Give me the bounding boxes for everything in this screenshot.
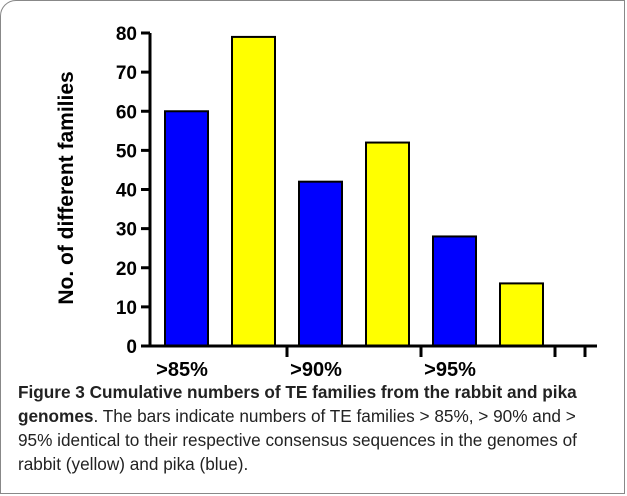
y-tick-label: 20: [116, 259, 137, 280]
bar-chart: No. of different families 0 10 20 30 40 50 60 7…: [0, 0, 627, 380]
y-tick-label: 80: [116, 24, 137, 45]
y-axis-label: No. of different families: [55, 71, 78, 304]
y-tick-label: 10: [116, 298, 137, 319]
figure-caption: Figure 3 Cumulative numbers of TE famili…: [18, 380, 614, 476]
x-tick-label: >95%: [424, 359, 476, 380]
bar-pika-2: [299, 182, 342, 346]
bar-rabbit-2: [366, 143, 409, 346]
y-tick-label: 60: [116, 102, 137, 123]
bar-pika-3: [433, 236, 476, 346]
bar-rabbit-1: [232, 37, 275, 346]
x-tick-label: >90%: [290, 359, 342, 380]
y-tick-label: 50: [116, 141, 137, 162]
x-tick-label: >85%: [156, 359, 208, 380]
bar-pika-1: [165, 111, 208, 346]
y-tick-label: 70: [116, 63, 137, 84]
y-tick-label: 0: [126, 337, 137, 358]
bar-rabbit-3: [500, 283, 543, 346]
y-tick-label: 40: [116, 181, 137, 202]
figure-number: Figure 3: [18, 382, 85, 402]
y-tick-label: 30: [116, 220, 137, 241]
figure-caption-body: . The bars indicate numbers of TE famili…: [18, 406, 577, 474]
